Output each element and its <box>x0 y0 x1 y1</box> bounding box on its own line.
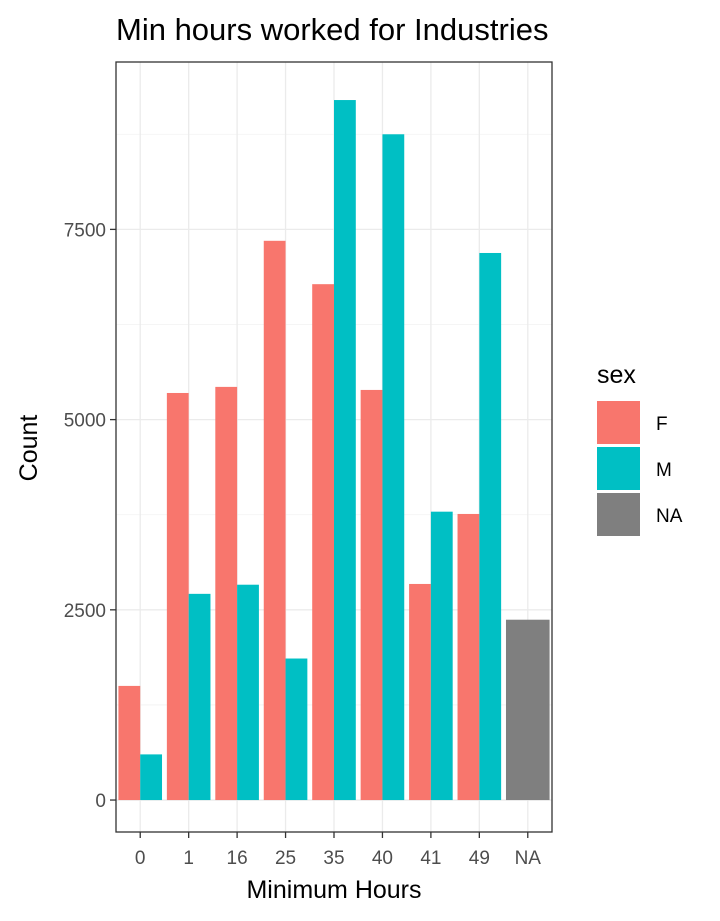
bar-f-35 <box>312 284 334 800</box>
legend-label-m: M <box>656 460 672 481</box>
chart-title: Min hours worked for Industries <box>116 12 548 47</box>
bar-m-40 <box>382 134 404 800</box>
bar-f-25 <box>264 241 286 800</box>
bar-m-25 <box>286 659 308 801</box>
x-tick-label: 0 <box>135 848 146 869</box>
x-tick-label: 41 <box>420 848 441 869</box>
y-tick-label: 7500 <box>64 220 106 241</box>
bar-m-41 <box>431 512 453 800</box>
y-axis-title: Count <box>15 415 43 482</box>
x-tick-label: 49 <box>469 848 490 869</box>
bar-m-0 <box>140 754 162 800</box>
y-tick-label: 5000 <box>64 411 106 432</box>
x-tick-label: 35 <box>323 848 344 869</box>
legend-key-na <box>597 493 640 536</box>
bar-f-49 <box>458 514 480 800</box>
x-axis: 0 1 16 25 35 40 41 49 NA <box>135 832 541 869</box>
y-tick-label: 0 <box>95 791 106 812</box>
legend-title: sex <box>597 361 636 389</box>
bar-f-0 <box>118 686 140 800</box>
legend: sex F M NA <box>597 361 683 536</box>
bar-f-1 <box>167 393 189 800</box>
y-tick-label: 2500 <box>64 601 106 622</box>
legend-label-f: F <box>656 414 668 435</box>
bar-f-41 <box>409 584 431 800</box>
x-tick-label: 16 <box>227 848 248 869</box>
x-tick-label: NA <box>515 848 542 869</box>
x-tick-label: 1 <box>183 848 194 869</box>
legend-label-na: NA <box>656 506 683 527</box>
bar-m-49 <box>479 253 501 800</box>
bars <box>118 100 549 800</box>
bar-m-1 <box>189 594 211 800</box>
bar-m-35 <box>334 100 356 800</box>
x-tick-label: 40 <box>372 848 393 869</box>
legend-key-f <box>597 401 640 444</box>
bar-f-40 <box>361 390 383 800</box>
y-axis: 0 2500 5000 7500 <box>64 220 116 812</box>
legend-key-m <box>597 447 640 490</box>
x-axis-title: Minimum Hours <box>246 876 421 904</box>
bar-na-na <box>506 620 550 800</box>
bar-m-16 <box>237 585 259 800</box>
x-tick-label: 25 <box>275 848 296 869</box>
bar-f-16 <box>215 387 237 800</box>
